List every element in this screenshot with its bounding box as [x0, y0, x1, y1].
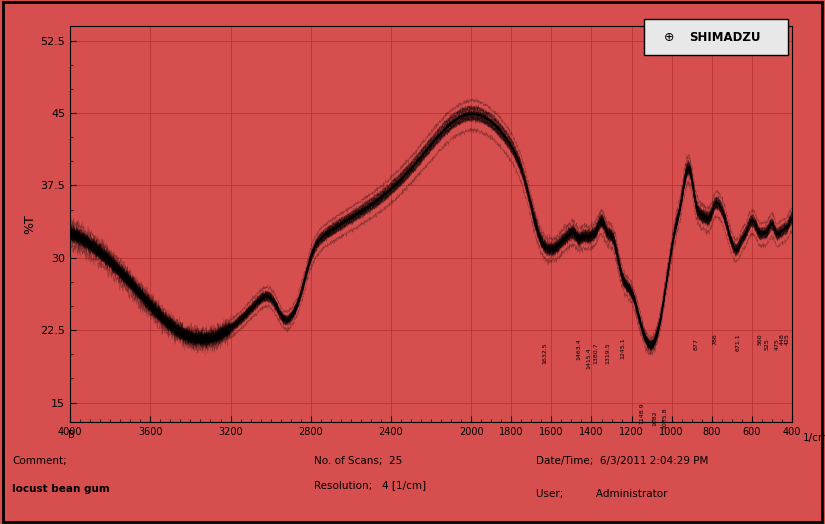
Text: 1380.7: 1380.7 [593, 343, 598, 364]
Text: ⊕: ⊕ [664, 31, 675, 43]
Text: Date/Time;  6/3/2011 2:04:29 PM: Date/Time; 6/3/2011 2:04:29 PM [536, 456, 709, 466]
Text: No. of Scans;  25: No. of Scans; 25 [314, 456, 402, 466]
Text: User;          Administrator: User; Administrator [536, 489, 667, 499]
Text: Resolution;   4 [1/cm]: Resolution; 4 [1/cm] [314, 481, 426, 490]
Text: 1415.4: 1415.4 [586, 347, 591, 369]
Text: 877: 877 [694, 338, 699, 350]
Text: 1632.5: 1632.5 [543, 343, 548, 364]
Text: SHIMADZU: SHIMADZU [689, 31, 761, 43]
Text: 1319.5: 1319.5 [606, 343, 610, 364]
Text: 425: 425 [785, 333, 790, 345]
Text: 560: 560 [757, 333, 762, 345]
Text: 786: 786 [712, 333, 717, 345]
Text: 475: 475 [775, 338, 780, 350]
Text: 1148.9: 1148.9 [639, 402, 644, 424]
Text: 448: 448 [780, 333, 785, 345]
Text: B: B [68, 430, 75, 440]
Text: 1035.8: 1035.8 [662, 407, 667, 429]
Text: 525: 525 [765, 338, 770, 350]
Text: 671.1: 671.1 [735, 333, 740, 351]
Text: Comment;: Comment; [12, 456, 67, 466]
Text: locust bean gum: locust bean gum [12, 484, 110, 494]
Text: 1/cm: 1/cm [803, 433, 825, 443]
Text: 1245.1: 1245.1 [620, 338, 625, 359]
Y-axis label: %T: %T [23, 214, 36, 234]
Text: 1082: 1082 [653, 410, 658, 426]
Text: 1463.4: 1463.4 [577, 338, 582, 359]
